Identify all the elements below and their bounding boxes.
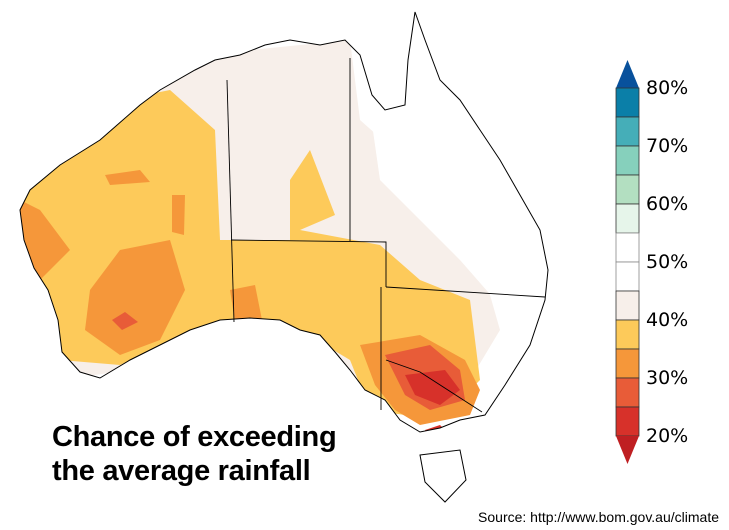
- legend-label-30: 30%: [646, 367, 689, 389]
- legend-swatch: [615, 174, 640, 205]
- color-legend: [615, 60, 640, 464]
- legend-swatch: [615, 87, 640, 118]
- source-credit: Source: http://www.bom.gov.au/climate: [478, 509, 719, 525]
- legend-label-40: 40%: [646, 309, 689, 331]
- legend-swatch: [615, 319, 640, 350]
- legend-under-arrow: [616, 436, 639, 464]
- legend-swatch: [615, 145, 640, 176]
- legend-label-80: 80%: [646, 77, 689, 99]
- legend-label-20: 20%: [646, 425, 689, 447]
- legend-over-arrow: [616, 60, 639, 88]
- legend-swatch: [615, 348, 640, 379]
- map-title: Chance of exceeding the average rainfall: [52, 420, 337, 488]
- title-line-1: Chance of exceeding: [52, 421, 337, 453]
- state-borders: [226, 58, 546, 413]
- legend-swatch: [615, 406, 640, 437]
- title-line-2: the average rainfall: [52, 455, 311, 487]
- legend-swatch: [615, 232, 640, 263]
- legend-label-70: 70%: [646, 135, 689, 157]
- legend-swatch: [615, 116, 640, 147]
- legend-label-50: 50%: [646, 251, 689, 273]
- legend-swatch: [615, 203, 640, 234]
- legend-label-60: 60%: [646, 193, 689, 215]
- legend-swatch: [615, 261, 640, 292]
- legend-swatch: [615, 290, 640, 321]
- legend-swatch: [615, 377, 640, 408]
